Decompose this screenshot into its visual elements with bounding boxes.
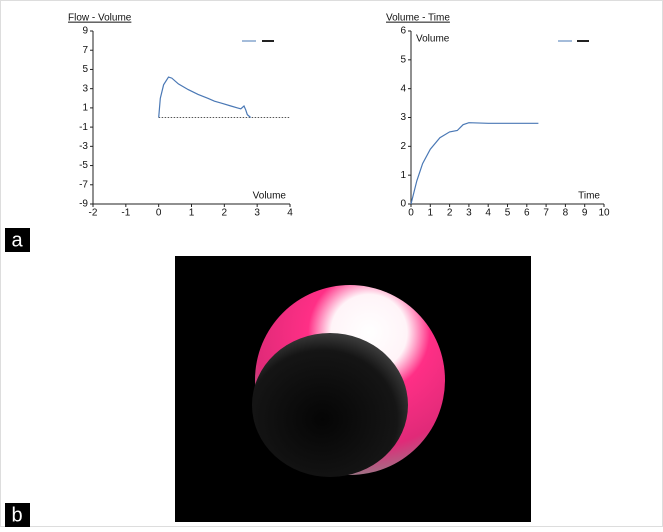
y-tick-label: -3 [79,141,88,152]
x-tick-label: 4 [485,208,491,219]
panel-b: b [5,503,30,527]
x-tick-label: 0 [156,208,162,219]
panel-label-box [5,228,30,252]
panel-label: a [11,229,23,251]
lumen [252,333,408,477]
panel-label-box [5,503,30,527]
x-tick-label: 0 [408,208,414,219]
x-tick-label: 5 [505,208,511,219]
y-tick-label: 6 [400,26,406,37]
x-tick-label: -2 [89,208,98,219]
y-tick-label: -7 [79,179,88,190]
y-tick-label: 9 [82,26,88,37]
x-tick-label: 1 [189,208,195,219]
y-tick-label: 0 [400,199,406,210]
x-tick-label: 3 [466,208,472,219]
y-tick-label: 7 [82,45,88,56]
x-tick-label: 2 [447,208,453,219]
panel-label: b [11,504,22,526]
panel-a: a [5,228,30,252]
y-tick-label: -1 [79,122,88,133]
x-axis-label: Time [578,191,600,202]
y-tick-label: 3 [400,112,406,123]
y-tick-label: -5 [79,160,88,171]
x-tick-label: 10 [598,208,610,219]
x-tick-label: 2 [222,208,228,219]
x-tick-label: 3 [254,208,260,219]
x-axis-label: Volume [253,191,287,202]
y-tick-label: 1 [82,103,88,114]
chart: Flow - Volume -9 -7 -5 -3 -1 1 3 5 7 9 -2 -1 0 1 2 3 4Vol… [68,13,293,219]
data-line [410,122,539,205]
x-tick-label: 4 [287,208,293,219]
x-tick-label: -1 [121,208,130,219]
y-axis-label: Volume [416,34,450,45]
y-tick-label: -9 [79,199,88,210]
x-tick-label: 6 [524,208,530,219]
chart: Volume - Time 0 1 2 3 4 5 6 0 1 2 3 4 5 6 7 8 9 10 Time Volu… [386,13,610,219]
x-tick-label: 7 [543,208,549,219]
data-line [158,76,251,118]
y-tick-label: 2 [400,141,406,152]
chart-title: Flow - Volume [68,13,132,24]
y-tick-label: 1 [400,170,406,181]
y-tick-label: 4 [400,83,406,94]
chart-title: Volume - Time [386,13,450,24]
x-tick-label: 8 [563,208,569,219]
y-tick-label: 5 [82,64,88,75]
y-tick-label: 5 [400,54,406,65]
x-tick-label: 9 [582,208,588,219]
y-tick-label: 3 [82,83,88,94]
x-tick-label: 1 [428,208,434,219]
photo [175,256,531,522]
